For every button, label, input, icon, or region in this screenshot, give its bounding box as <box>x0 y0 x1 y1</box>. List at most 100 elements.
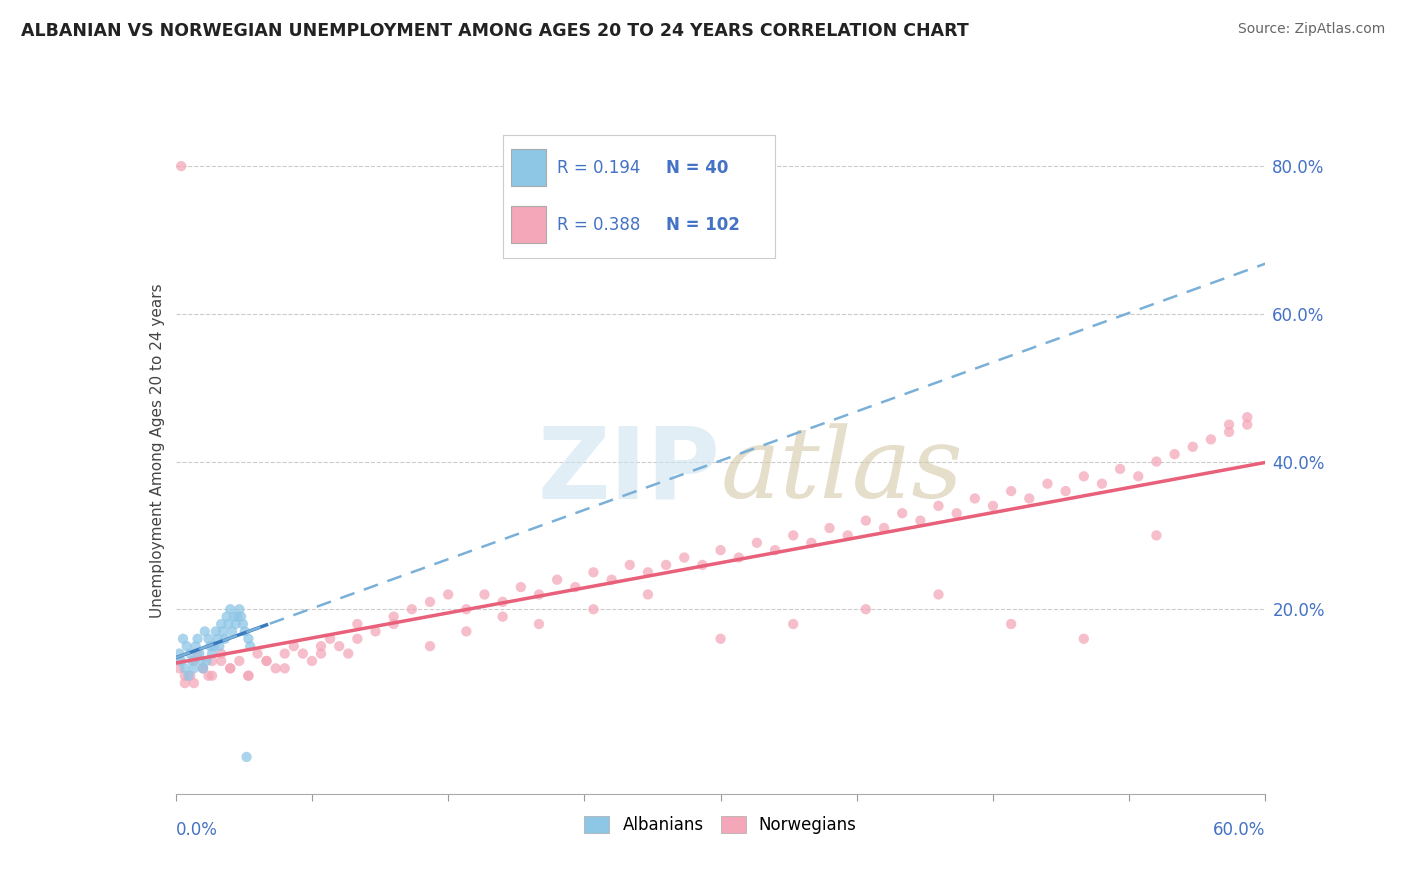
Point <box>382 609 405 624</box>
Point <box>763 543 786 558</box>
Point <box>710 543 733 558</box>
Point <box>256 654 278 668</box>
Point <box>364 624 387 639</box>
Point <box>855 602 877 616</box>
Point <box>419 595 441 609</box>
Point <box>215 609 238 624</box>
Point <box>201 669 224 683</box>
Point <box>1018 491 1040 506</box>
Point <box>256 654 278 668</box>
Legend: Albanians, Norwegians: Albanians, Norwegians <box>578 809 863 840</box>
Text: Source: ZipAtlas.com: Source: ZipAtlas.com <box>1237 22 1385 37</box>
Point <box>1000 617 1022 632</box>
Point <box>209 654 232 668</box>
Point <box>183 661 205 675</box>
Point <box>782 528 804 542</box>
Point <box>564 580 586 594</box>
Point <box>184 639 207 653</box>
Point <box>169 654 191 668</box>
Point <box>207 632 229 646</box>
Point <box>582 566 605 580</box>
Point <box>170 654 193 668</box>
Point <box>319 632 342 646</box>
Point <box>197 632 219 646</box>
Point <box>1236 417 1258 432</box>
Point <box>179 669 201 683</box>
Point <box>231 609 253 624</box>
Point <box>225 617 247 632</box>
Point <box>173 669 195 683</box>
Point <box>1036 476 1059 491</box>
Point <box>710 632 733 646</box>
Point <box>232 617 254 632</box>
Point <box>274 647 297 661</box>
Point <box>963 491 986 506</box>
Point <box>346 632 368 646</box>
Point <box>176 639 198 653</box>
Point <box>1218 425 1240 439</box>
Point <box>981 499 1004 513</box>
Point <box>527 587 550 601</box>
Point <box>456 602 478 616</box>
Point <box>233 624 256 639</box>
Point <box>201 654 224 668</box>
Point <box>637 566 659 580</box>
Text: atlas: atlas <box>721 424 963 519</box>
Point <box>1218 417 1240 432</box>
Point <box>1091 476 1114 491</box>
Point <box>219 602 242 616</box>
Point <box>910 514 932 528</box>
Point <box>264 661 287 675</box>
Point <box>217 617 239 632</box>
Point <box>201 647 224 661</box>
Point <box>183 676 205 690</box>
Point <box>527 617 550 632</box>
Point <box>309 647 332 661</box>
Point <box>745 535 768 549</box>
Point <box>238 632 260 646</box>
Point <box>190 654 212 668</box>
Point <box>238 669 260 683</box>
Point <box>1146 454 1168 468</box>
Point <box>169 647 191 661</box>
Point <box>600 573 623 587</box>
Point <box>219 661 242 675</box>
Point <box>186 647 209 661</box>
Point <box>818 521 841 535</box>
Point <box>456 624 478 639</box>
Point <box>238 669 260 683</box>
Text: ZIP: ZIP <box>537 423 721 519</box>
Point <box>800 535 823 549</box>
Point <box>727 550 749 565</box>
Point <box>509 580 531 594</box>
Point <box>873 521 896 535</box>
Point <box>191 661 214 675</box>
Point <box>301 654 323 668</box>
Point <box>928 587 950 601</box>
Point <box>191 661 214 675</box>
Point <box>945 506 967 520</box>
Text: 60.0%: 60.0% <box>1213 822 1265 839</box>
Point <box>474 587 496 601</box>
Point <box>492 609 515 624</box>
Point <box>214 632 236 646</box>
Point <box>637 587 659 601</box>
Point <box>1054 484 1077 499</box>
Point <box>181 654 204 668</box>
Point <box>235 750 257 764</box>
Point <box>782 617 804 632</box>
Point <box>186 632 209 646</box>
Point <box>673 550 696 565</box>
Point <box>1073 469 1095 483</box>
Point <box>173 661 195 675</box>
Point <box>401 602 423 616</box>
Point <box>891 506 914 520</box>
Point <box>1236 410 1258 425</box>
Point <box>226 609 249 624</box>
Point <box>208 639 231 653</box>
Point <box>219 661 242 675</box>
Point <box>437 587 460 601</box>
Point <box>337 647 360 661</box>
Point <box>177 669 200 683</box>
Point <box>928 499 950 513</box>
